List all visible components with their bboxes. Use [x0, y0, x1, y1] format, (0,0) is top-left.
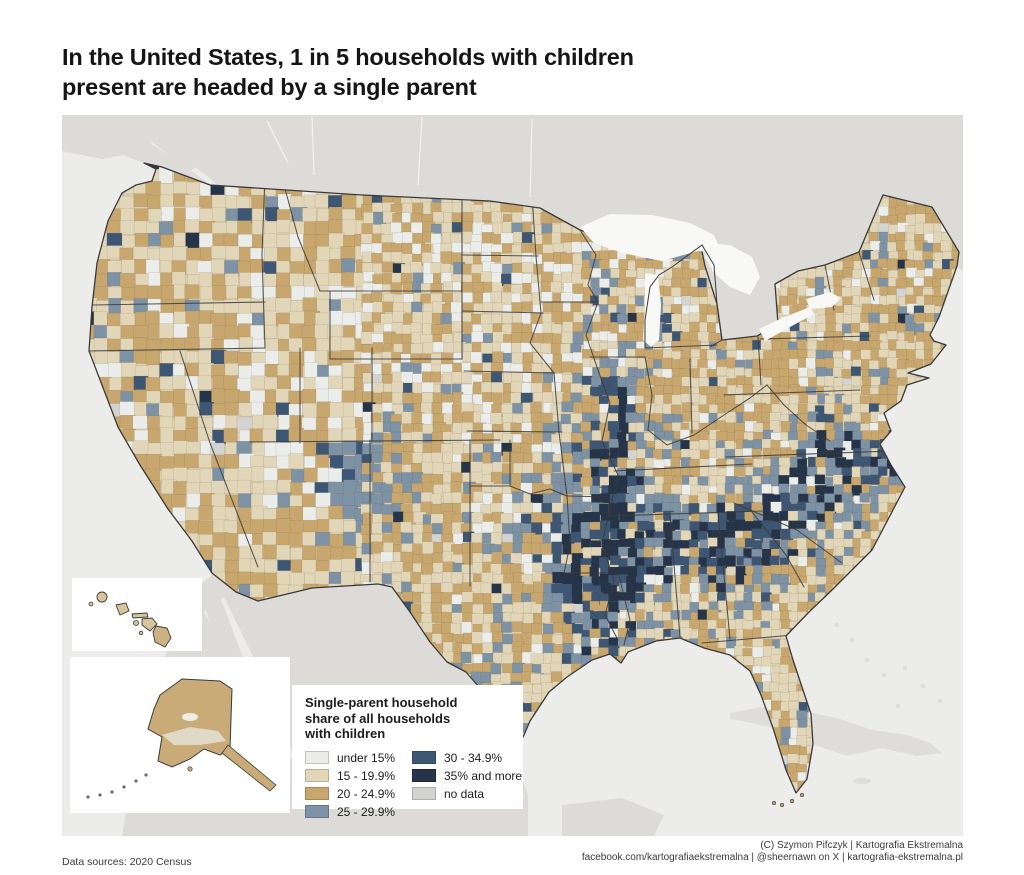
legend-swatch [412, 769, 436, 782]
page-title: In the United States, 1 in 5 households … [62, 42, 634, 102]
legend-title-line-3: with children [305, 726, 386, 741]
legend-column-left: under 15% 15 - 19.9% 20 - 24.9% 25 - 29.… [305, 749, 412, 821]
legend-label: 15 - 19.9% [337, 768, 396, 783]
legend-label: 30 - 34.9% [444, 750, 503, 765]
legend-label: 35% and more [444, 768, 523, 783]
legend-item: 20 - 24.9% [305, 785, 412, 803]
data-sources-note: Data sources: 2020 Census [62, 856, 192, 868]
legend-swatch [305, 751, 329, 764]
title-line-2: present are headed by a single parent [62, 74, 477, 100]
legend-item: 25 - 29.9% [305, 803, 412, 821]
legend-item: 35% and more [412, 767, 522, 785]
map-legend: Single-parent household share of all hous… [292, 685, 523, 819]
legend-item: under 15% [305, 749, 412, 767]
title-line-1: In the United States, 1 in 5 households … [62, 44, 634, 70]
legend-columns: under 15% 15 - 19.9% 20 - 24.9% 25 - 29.… [305, 749, 523, 821]
credit-line-2: facebook.com/kartografiaekstremalna | @s… [581, 851, 963, 863]
legend-item: no data [412, 785, 522, 803]
legend-item: 30 - 34.9% [412, 749, 522, 767]
legend-title-line-1: Single-parent household [305, 695, 458, 710]
legend-swatch [412, 751, 436, 764]
legend-column-right: 30 - 34.9% 35% and more no data [412, 749, 522, 821]
legend-label: under 15% [337, 750, 396, 765]
legend-swatch [305, 769, 329, 782]
legend-title-line-2: share of all households [305, 710, 451, 726]
credit-line-1: (C) Szymon Pifczyk | Kartografia Ekstrem… [760, 840, 963, 851]
map-panel: Single-parent household share of all hous… [62, 115, 963, 836]
legend-swatch [412, 787, 436, 800]
legend-swatch [305, 805, 329, 818]
legend-label: 25 - 29.9% [337, 804, 396, 819]
legend-label: 20 - 24.9% [337, 786, 396, 801]
credits: (C) Szymon Pifczyk | Kartografia Ekstrem… [582, 840, 963, 863]
legend-label: no data [444, 786, 485, 801]
legend-item: 15 - 19.9% [305, 767, 412, 785]
legend-swatch [305, 787, 329, 800]
legend-title: Single-parent household share of all hous… [305, 695, 523, 742]
